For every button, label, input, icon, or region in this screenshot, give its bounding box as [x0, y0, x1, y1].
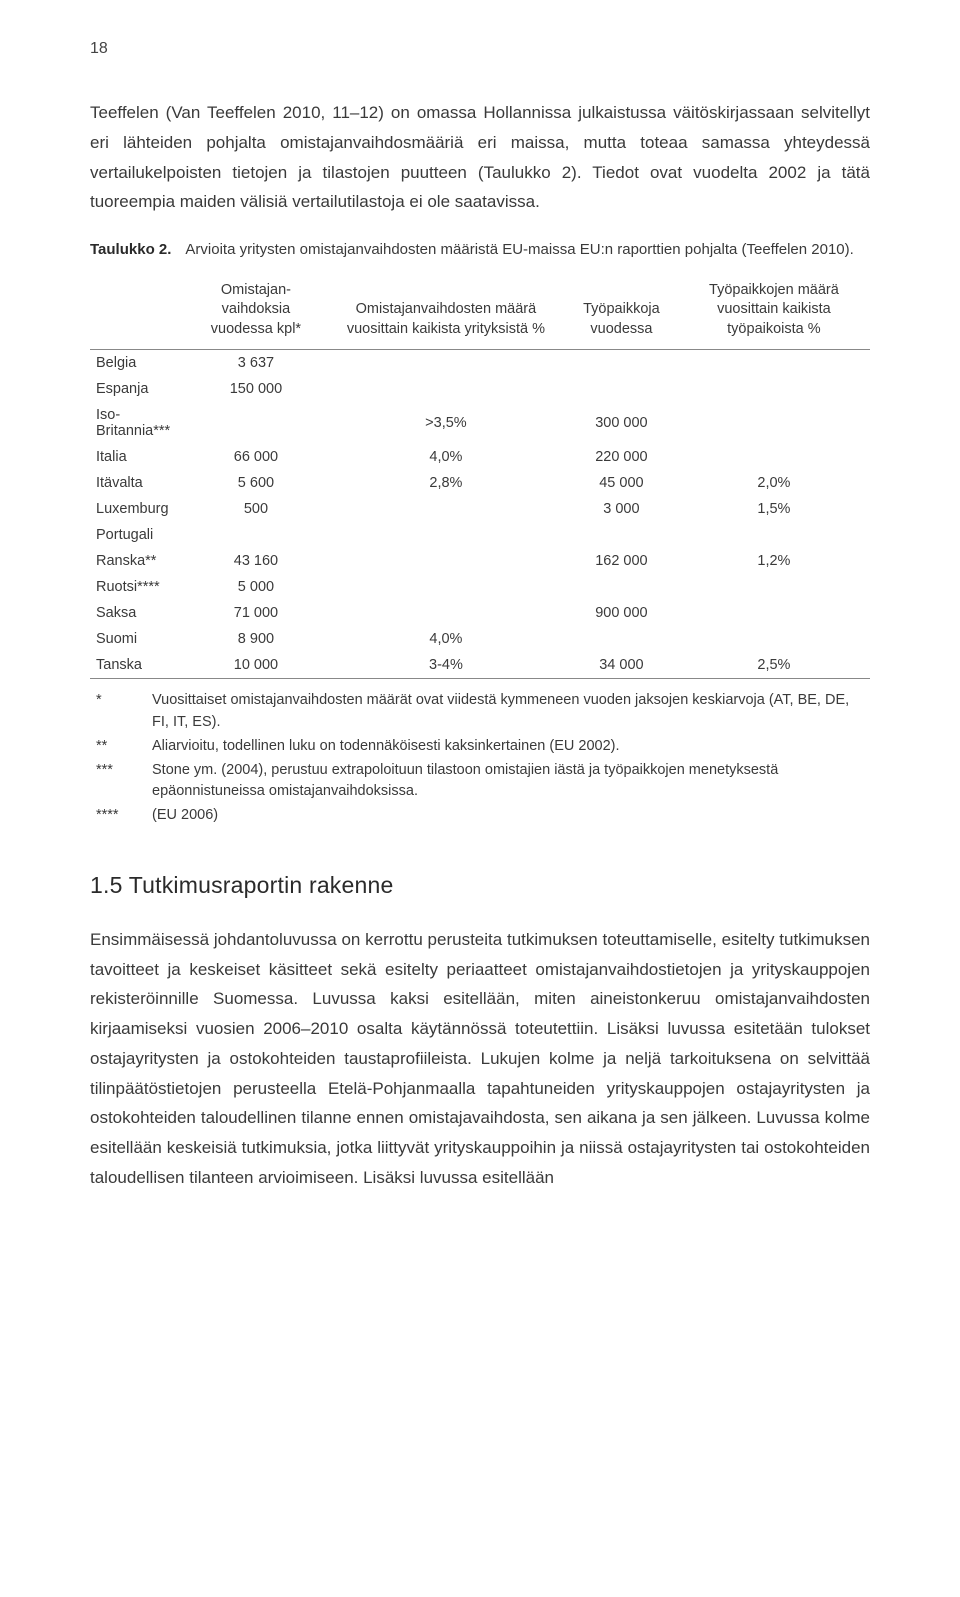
table-cell: 45 000	[565, 470, 678, 496]
table-cell: 500	[185, 496, 327, 522]
table-cell	[327, 496, 565, 522]
table-row: Ranska**43 160 162 0001,2%	[90, 548, 870, 574]
table-row: Portugali	[90, 522, 870, 548]
table-row: Belgia3 637	[90, 350, 870, 377]
table-cell: 2,5%	[678, 652, 870, 679]
table-caption-row: Taulukko 2. Arvioita yritysten omistajan…	[90, 239, 870, 261]
table-row: Suomi8 9004,0%	[90, 626, 870, 652]
table-cell	[678, 600, 870, 626]
table-cell: 10 000	[185, 652, 327, 679]
section-heading: 1.5 Tutkimusraportin rakenne	[90, 872, 870, 899]
table-cell	[678, 444, 870, 470]
table-cell	[327, 376, 565, 402]
table-cell: 3-4%	[327, 652, 565, 679]
paragraph-1: Teeffelen (Van Teeffelen 2010, 11–12) on…	[90, 98, 870, 217]
table-cell	[327, 522, 565, 548]
table-cell: >3,5%	[327, 402, 565, 444]
table-row: Saksa71 000 900 000	[90, 600, 870, 626]
table-cell: 1,5%	[678, 496, 870, 522]
table-cell: 220 000	[565, 444, 678, 470]
table-cell: Saksa	[90, 600, 185, 626]
table-cell: Iso-Britannia***	[90, 402, 185, 444]
table-cell	[327, 574, 565, 600]
table-cell: 1,2%	[678, 548, 870, 574]
table-cell: Suomi	[90, 626, 185, 652]
table-cell: Luxemburg	[90, 496, 185, 522]
footnote-text: Aliarvioitu, todellinen luku on todennäk…	[152, 736, 864, 758]
footnote-symbol: *	[96, 690, 138, 734]
col-header-jobs-pct: Työpaikkojen määrä vuosittain kaikista t…	[678, 275, 870, 350]
table-cell	[565, 626, 678, 652]
data-table: Omistajan-vaihdoksia vuodessa kpl* Omist…	[90, 275, 870, 680]
table-cell: Portugali	[90, 522, 185, 548]
table-cell: Belgia	[90, 350, 185, 377]
table-row: Tanska10 0003-4%34 0002,5%	[90, 652, 870, 679]
footnote-symbol: ****	[96, 805, 138, 827]
table-cell	[565, 574, 678, 600]
table-cell: 43 160	[185, 548, 327, 574]
table-cell	[678, 350, 870, 377]
table-cell	[565, 522, 678, 548]
footnote-text: (EU 2006)	[152, 805, 864, 827]
table-cell	[678, 402, 870, 444]
col-header-country	[90, 275, 185, 350]
table-row: Ruotsi****5 000	[90, 574, 870, 600]
table-cell: 900 000	[565, 600, 678, 626]
table-cell	[678, 522, 870, 548]
footnote-symbol: ***	[96, 760, 138, 804]
table-row: Italia66 0004,0%220 000	[90, 444, 870, 470]
table-row: Espanja150 000	[90, 376, 870, 402]
table-cell	[327, 548, 565, 574]
table-cell	[185, 522, 327, 548]
table-cell: Ranska**	[90, 548, 185, 574]
table-cell: 300 000	[565, 402, 678, 444]
col-header-transfers: Omistajan-vaihdoksia vuodessa kpl*	[185, 275, 327, 350]
table-cell	[565, 350, 678, 377]
footnote-text: Vuosittaiset omistajanvaihdosten määrät …	[152, 690, 864, 734]
footnote-row: *** Stone ym. (2004), perustuu extrapoloi…	[90, 759, 870, 805]
paragraph-2: Ensimmäisessä johdantoluvussa on kerrott…	[90, 925, 870, 1193]
table-cell	[565, 376, 678, 402]
table-cell: 2,0%	[678, 470, 870, 496]
table-cell	[327, 350, 565, 377]
table-cell	[185, 402, 327, 444]
footnote-row: * Vuosittaiset omistajanvaihdosten määrät…	[90, 689, 870, 735]
table-cell: 3 637	[185, 350, 327, 377]
table-cell: Espanja	[90, 376, 185, 402]
table-cell: 71 000	[185, 600, 327, 626]
table-cell: 150 000	[185, 376, 327, 402]
table-cell: Tanska	[90, 652, 185, 679]
table-label: Taulukko 2.	[90, 239, 171, 261]
table-cell: 66 000	[185, 444, 327, 470]
table-footnotes: * Vuosittaiset omistajanvaihdosten määrät…	[90, 683, 870, 828]
table-cell: 3 000	[565, 496, 678, 522]
table-cell: Italia	[90, 444, 185, 470]
table-cell: 4,0%	[327, 444, 565, 470]
table-cell: 5 000	[185, 574, 327, 600]
table-cell: Itävalta	[90, 470, 185, 496]
table-caption: Arvioita yritysten omistajanvaihdosten m…	[185, 239, 870, 261]
table-cell: 162 000	[565, 548, 678, 574]
table-header-row: Omistajan-vaihdoksia vuodessa kpl* Omist…	[90, 275, 870, 350]
footnote-text: Stone ym. (2004), perustuu extrapoloituu…	[152, 760, 864, 804]
table-cell: 4,0%	[327, 626, 565, 652]
table-cell	[327, 600, 565, 626]
table-row: Itävalta5 6002,8%45 0002,0%	[90, 470, 870, 496]
table-cell: 8 900	[185, 626, 327, 652]
table-cell	[678, 626, 870, 652]
table-cell	[678, 376, 870, 402]
table-row: Luxemburg500 3 0001,5%	[90, 496, 870, 522]
footnote-row: **** (EU 2006)	[90, 804, 870, 828]
table-cell: Ruotsi****	[90, 574, 185, 600]
table-cell: 2,8%	[327, 470, 565, 496]
col-header-jobs: Työpaikkoja vuodessa	[565, 275, 678, 350]
footnote-symbol: **	[96, 736, 138, 758]
page-number: 18	[90, 40, 870, 58]
table-row: Iso-Britannia*** >3,5%300 000	[90, 402, 870, 444]
table-cell: 5 600	[185, 470, 327, 496]
footnote-row: ** Aliarvioitu, todellinen luku on todenn…	[90, 735, 870, 759]
table-cell	[678, 574, 870, 600]
col-header-transfers-pct: Omistajanvaihdosten määrä vuosittain kai…	[327, 275, 565, 350]
table-cell: 34 000	[565, 652, 678, 679]
